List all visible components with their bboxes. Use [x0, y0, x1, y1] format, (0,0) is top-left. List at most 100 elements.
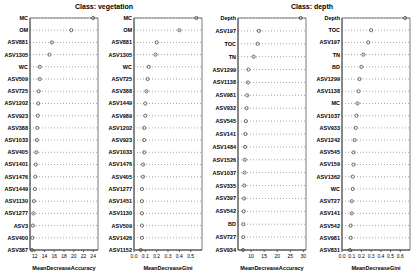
svg-text:ASV1138: ASV1138 [213, 79, 236, 85]
svg-text:ASV933: ASV933 [320, 125, 341, 131]
svg-text:18: 18 [61, 253, 67, 259]
svg-text:ASV831: ASV831 [320, 247, 341, 253]
svg-text:ASV197: ASV197 [320, 39, 341, 45]
svg-text:TOC: TOC [224, 41, 236, 47]
svg-text:15: 15 [261, 253, 267, 259]
svg-text:ASV1277: ASV1277 [108, 186, 132, 192]
svg-text:ASV1152: ASV1152 [109, 247, 132, 253]
svg-text:ASV1130: ASV1130 [8, 198, 28, 204]
svg-text:ASV1202: ASV1202 [8, 100, 28, 106]
svg-text:ASV923: ASV923 [8, 113, 28, 119]
svg-text:ASV725: ASV725 [8, 88, 28, 94]
svg-text:ASV725: ASV725 [112, 76, 133, 82]
svg-text:ASV727: ASV727 [320, 198, 341, 204]
svg-text:MeanDecreaseAccuracy: MeanDecreaseAccuracy [32, 265, 96, 271]
svg-text:0.2: 0.2 [358, 253, 365, 259]
svg-text:0.0: 0.0 [339, 253, 346, 259]
svg-text:WC: WC [19, 64, 28, 70]
svg-text:MeanDecreaseAccuracy: MeanDecreaseAccuracy [240, 265, 304, 271]
svg-text:ASV1451: ASV1451 [108, 198, 132, 204]
svg-text:20: 20 [274, 253, 280, 259]
svg-text:ASV1130: ASV1130 [109, 210, 132, 216]
svg-text:ASV388: ASV388 [8, 125, 28, 131]
svg-text:ASV923: ASV923 [112, 137, 133, 143]
svg-text:ASV1033: ASV1033 [108, 149, 132, 155]
svg-text:ASV545: ASV545 [216, 118, 237, 124]
svg-text:0.1: 0.1 [348, 253, 355, 259]
svg-text:ASV1449: ASV1449 [108, 100, 132, 106]
svg-text:ASV397: ASV397 [216, 195, 237, 201]
svg-text:OM: OM [19, 27, 28, 33]
svg-text:ASV1401: ASV1401 [8, 161, 28, 167]
svg-text:ASV1526: ASV1526 [212, 157, 236, 163]
svg-text:0.4: 0.4 [377, 253, 384, 259]
svg-text:ASV405: ASV405 [8, 149, 28, 155]
svg-text:ASV509: ASV509 [112, 223, 133, 229]
svg-text:TN: TN [229, 54, 236, 60]
svg-text:0.5: 0.5 [187, 253, 194, 259]
svg-text:0.4: 0.4 [176, 253, 183, 259]
svg-text:MC: MC [123, 15, 132, 21]
svg-text:25: 25 [288, 253, 294, 259]
svg-text:0.5: 0.5 [387, 253, 394, 259]
svg-text:MC: MC [331, 100, 340, 106]
svg-text:ASV1476: ASV1476 [8, 174, 28, 180]
svg-text:ASV542: ASV542 [320, 223, 341, 229]
svg-text:ASV1202: ASV1202 [108, 125, 132, 131]
svg-text:24: 24 [90, 253, 96, 259]
svg-text:ASV405: ASV405 [112, 174, 133, 180]
svg-text:TOC: TOC [328, 27, 340, 33]
svg-text:30: 30 [301, 253, 307, 259]
svg-text:0.6: 0.6 [397, 253, 404, 259]
svg-text:ASV1037: ASV1037 [316, 113, 340, 119]
svg-text:ASV1033: ASV1033 [8, 137, 28, 143]
svg-text:0.2: 0.2 [153, 253, 160, 259]
svg-text:0.1: 0.1 [142, 253, 149, 259]
svg-text:Depth: Depth [324, 15, 340, 21]
svg-text:ASV141: ASV141 [216, 131, 237, 137]
svg-text:ASV934: ASV934 [216, 247, 237, 253]
svg-text:MC: MC [19, 15, 28, 21]
svg-text:ASV881: ASV881 [8, 39, 28, 45]
svg-text:0.3: 0.3 [368, 253, 375, 259]
svg-text:ASV388: ASV388 [112, 88, 133, 94]
svg-text:ASV400: ASV400 [8, 235, 28, 241]
svg-text:ASV981: ASV981 [216, 92, 237, 98]
svg-text:ASV159: ASV159 [320, 161, 341, 167]
svg-text:14: 14 [42, 253, 48, 259]
svg-text:16: 16 [52, 253, 58, 259]
svg-text:ASV1037: ASV1037 [212, 170, 236, 176]
svg-text:ASV1305: ASV1305 [108, 52, 132, 58]
svg-text:0.3: 0.3 [165, 253, 172, 259]
svg-text:ASV1484: ASV1484 [212, 144, 236, 150]
svg-text:ASV509: ASV509 [8, 76, 28, 82]
svg-text:ASV387: ASV387 [8, 247, 28, 253]
svg-text:22: 22 [81, 253, 87, 259]
svg-text:ASV989: ASV989 [112, 113, 133, 119]
svg-text:ASV141: ASV141 [320, 210, 341, 216]
svg-text:ASV1138: ASV1138 [317, 88, 340, 94]
svg-text:ASV1299: ASV1299 [316, 76, 340, 82]
svg-text:ASV1449: ASV1449 [8, 186, 28, 192]
svg-text:20: 20 [71, 253, 77, 259]
svg-text:TN: TN [333, 52, 340, 58]
svg-text:Depth: Depth [220, 15, 236, 21]
svg-text:ASV1277: ASV1277 [8, 210, 28, 216]
svg-text:ASV197: ASV197 [216, 28, 237, 34]
svg-text:ASV1426: ASV1426 [108, 235, 132, 241]
svg-text:MeanDecreaseGini: MeanDecreaseGini [351, 265, 401, 271]
svg-text:ASV881: ASV881 [112, 39, 133, 45]
svg-text:ASV1242: ASV1242 [316, 137, 340, 143]
svg-text:ASV1476: ASV1476 [108, 161, 132, 167]
svg-text:ASV727: ASV727 [216, 234, 237, 240]
svg-text:ASV1362: ASV1362 [316, 174, 340, 180]
svg-text:ASV981: ASV981 [320, 235, 341, 241]
svg-text:ASV1299: ASV1299 [212, 67, 236, 73]
svg-text:WC: WC [123, 64, 132, 70]
svg-text:BD: BD [332, 64, 340, 70]
svg-text:ASV932: ASV932 [216, 105, 237, 111]
svg-text:ASV542: ASV542 [216, 208, 237, 214]
svg-text:12: 12 [32, 253, 38, 259]
svg-text:BD: BD [228, 221, 236, 227]
svg-text:ASV335: ASV335 [216, 183, 237, 189]
